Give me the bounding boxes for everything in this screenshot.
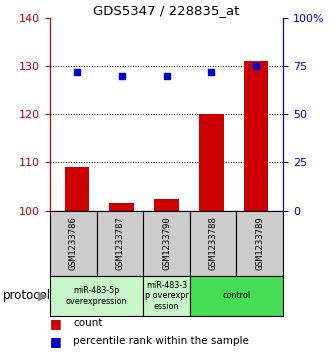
Point <box>119 73 124 79</box>
Point <box>209 69 214 75</box>
Point <box>253 63 259 69</box>
Bar <box>190 276 283 316</box>
Bar <box>199 114 224 211</box>
Text: GSM1233788: GSM1233788 <box>208 216 218 270</box>
Text: GSM1233787: GSM1233787 <box>115 216 125 270</box>
Text: ■: ■ <box>50 317 62 330</box>
Text: protocol: protocol <box>3 289 52 302</box>
Bar <box>190 211 236 276</box>
Bar <box>109 203 134 211</box>
Text: count: count <box>73 318 103 328</box>
Point <box>164 73 169 79</box>
Bar <box>244 61 268 211</box>
Bar <box>143 211 190 276</box>
Text: ▶: ▶ <box>38 289 48 302</box>
Text: GSM1233790: GSM1233790 <box>162 216 171 270</box>
Bar <box>65 167 89 211</box>
Text: miR-483-3
p overexpr
ession: miR-483-3 p overexpr ession <box>145 281 188 311</box>
Bar <box>97 211 143 276</box>
Bar <box>50 276 143 316</box>
Text: GSM1233789: GSM1233789 <box>255 216 264 270</box>
Text: ■: ■ <box>50 335 62 348</box>
Text: percentile rank within the sample: percentile rank within the sample <box>73 336 249 346</box>
Text: miR-483-5p
overexpression: miR-483-5p overexpression <box>66 286 127 306</box>
Bar <box>236 211 283 276</box>
Text: GSM1233786: GSM1233786 <box>69 216 78 270</box>
Point <box>74 69 80 75</box>
Bar <box>50 211 97 276</box>
Bar <box>143 276 190 316</box>
Bar <box>154 199 179 211</box>
Title: GDS5347 / 228835_at: GDS5347 / 228835_at <box>93 4 240 17</box>
Text: control: control <box>222 291 250 300</box>
